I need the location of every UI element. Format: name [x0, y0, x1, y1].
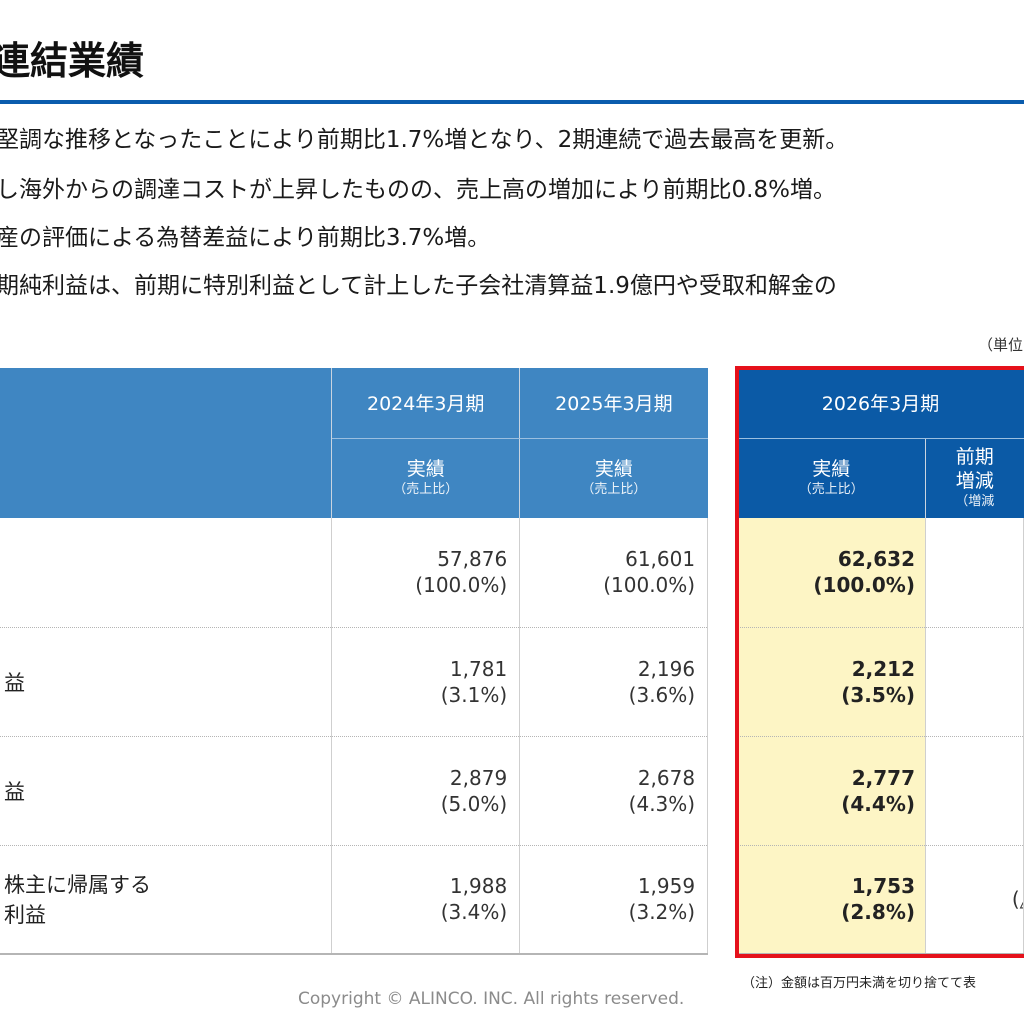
- table-row: 益 1,781(3.1%) 2,196(3.6%) 2,212(3.5%) (: [0, 627, 1024, 737]
- value-2026: 62,632 (100.0%): [737, 518, 926, 628]
- footnote: （注）金額は百万円未満を切り捨てて表: [742, 976, 977, 991]
- subheader-note: （売上比）: [798, 482, 864, 498]
- value-2025: 1,959 (3.2%): [519, 845, 709, 955]
- column-gap: [708, 736, 738, 845]
- value-2025: 61,601 (100.0%): [519, 518, 709, 628]
- header-blank-cell: [0, 438, 333, 518]
- row-label: [0, 518, 333, 628]
- value-yoy: (: [925, 627, 1024, 737]
- subheader-main: 実績: [594, 458, 633, 481]
- subheader-yoy-note: （増減: [955, 494, 995, 510]
- summary-line-4: 期純利益は、前期に特別利益として計上した子会社清算益1.9億円や受取和解金の: [0, 273, 837, 299]
- subheader-yoy-line2: 増減: [955, 470, 994, 493]
- summary-line-3: 産の評価による為替差益により前期比3.7%増。: [0, 225, 491, 251]
- subheader-main: 実績: [812, 458, 851, 481]
- value-2024: 2,879 (5.0%): [331, 736, 521, 846]
- period-header-2025: 2025年3月期: [519, 368, 708, 439]
- table-row: 57,876 (100.0%) 61,601 (100.0%) 62,632 (100…: [0, 518, 1024, 628]
- row-label: 益: [0, 736, 333, 846]
- subheader-main: 実績: [406, 458, 445, 481]
- summary-line-1: 堅調な推移となったことにより前期比1.7%増となり、2期連続で過去最高を更新。: [0, 127, 849, 153]
- subheader-yoy: 前期 増減 （増減: [925, 438, 1024, 518]
- subheader-actual-2024: 実績 （売上比）: [331, 438, 521, 518]
- value-2024: 57,876 (100.0%): [331, 518, 521, 628]
- table-row: 益 2,879(5.0%) 2,678(4.3%) 2,777(4.4%) (: [0, 736, 1024, 846]
- value-yoy: (: [925, 518, 1024, 628]
- subheader-note: （売上比）: [581, 482, 647, 498]
- header-blank-cell: [0, 368, 333, 438]
- value-2025: 2,196 (3.6%): [519, 627, 709, 737]
- value-2026: 2,777 (4.4%): [737, 736, 926, 846]
- value-2026: 1,753 (2.8%): [737, 845, 926, 955]
- subheader-actual-2026: 実績 （売上比）: [737, 438, 926, 518]
- column-gap: [708, 518, 738, 627]
- period-header-2024: 2024年3月期: [331, 368, 521, 439]
- subheader-note: （売上比）: [393, 482, 459, 498]
- copyright-notice: Copyright © ALINCO. INC. All rights rese…: [298, 989, 685, 1009]
- value-yoy: (△: [925, 845, 1024, 955]
- row-label: 益: [0, 627, 333, 737]
- unit-note: （単位: [978, 336, 1024, 354]
- subheader-yoy-line1: 前期: [955, 446, 994, 469]
- title-divider: [0, 100, 1024, 104]
- page-title: 連結業績: [0, 39, 145, 83]
- value-2026: 2,212 (3.5%): [737, 627, 926, 737]
- column-gap: [708, 845, 738, 954]
- value-yoy: (: [925, 736, 1024, 846]
- subheader-actual-2025: 実績 （売上比）: [519, 438, 708, 518]
- row-label: 株主に帰属する 利益: [0, 845, 333, 955]
- value-2024: 1,988 (3.4%): [331, 845, 521, 955]
- financial-results-table: 2024年3月期 2025年3月期 2026年3月期 実績 （売上比） 実績 （…: [0, 368, 1024, 955]
- value-2024: 1,781 (3.1%): [331, 627, 521, 737]
- column-gap: [708, 438, 738, 518]
- period-header-2026: 2026年3月期: [737, 368, 1024, 439]
- summary-line-2: し海外からの調達コストが上昇したものの、売上高の増加により前期比0.8%増。: [0, 177, 836, 203]
- table-row: 株主に帰属する 利益 1,988 (3.4%) 1,959 (3.2%) 1,753(…: [0, 845, 1024, 955]
- value-2025: 2,678 (4.3%): [519, 736, 709, 846]
- column-gap: [708, 368, 738, 438]
- column-gap: [708, 627, 738, 736]
